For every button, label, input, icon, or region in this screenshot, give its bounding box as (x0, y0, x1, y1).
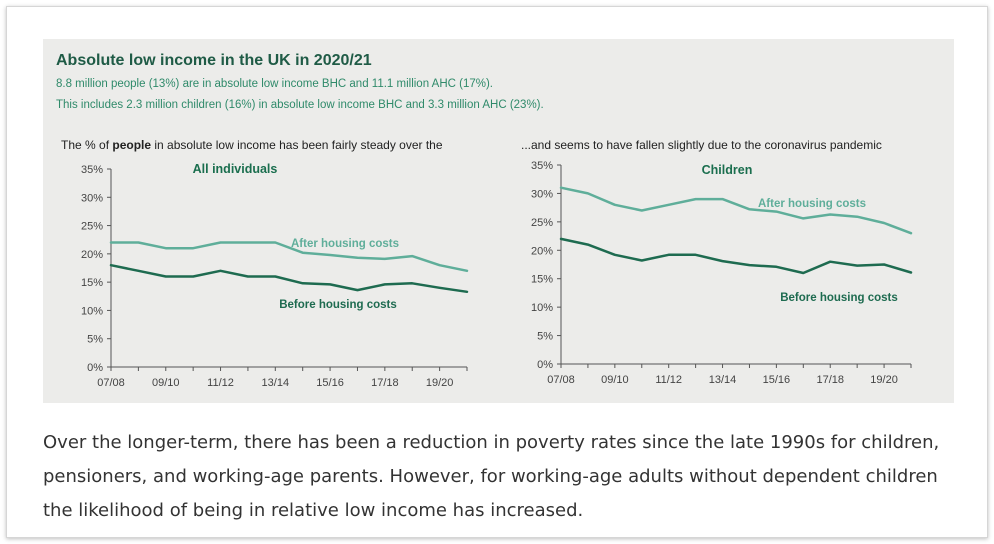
figure-subtitle-children: This includes 2.3 million children (16%)… (56, 99, 544, 111)
y-tick-label: 25% (531, 217, 553, 229)
y-tick-label: 0% (537, 359, 553, 371)
y-tick-label: 15% (531, 274, 553, 286)
x-tick-label: 07/08 (547, 374, 575, 386)
x-tick-label: 19/20 (426, 377, 454, 389)
children-bhc-label: Before housing costs (780, 292, 898, 304)
y-tick-label: 10% (81, 305, 103, 317)
all-individuals-ahc-line (109, 241, 469, 273)
all-individuals-ahc-label: After housing costs (291, 238, 399, 250)
children-bhc-line (559, 237, 913, 275)
y-tick-label: 0% (87, 362, 103, 374)
x-tick-label: 09/10 (152, 377, 180, 389)
y-tick-label: 35% (81, 164, 103, 176)
right-panel-caption: ...and seems to have fallen slightly due… (521, 138, 882, 152)
children-ahc-line (559, 186, 913, 235)
all-individuals-bhc-label: Before housing costs (279, 299, 397, 311)
x-tick-label: 11/12 (655, 374, 682, 386)
y-tick-label: 5% (537, 331, 553, 343)
all-individuals-bhc-line (109, 263, 469, 294)
x-tick-label: 13/14 (709, 374, 737, 386)
y-tick-label: 5% (87, 334, 103, 346)
x-tick-label: 15/16 (763, 374, 791, 386)
left-panel-caption: The % of people in absolute low income h… (61, 138, 501, 152)
children-chart-title: Children (702, 163, 753, 177)
x-tick-label: 17/18 (371, 377, 399, 389)
y-tick-label: 35% (531, 160, 553, 172)
x-tick-label: 09/10 (601, 374, 629, 386)
y-tick-label: 30% (81, 192, 103, 204)
x-tick-label: 07/08 (97, 377, 125, 389)
left-caption-bold: people (112, 138, 152, 152)
y-tick-label: 25% (81, 221, 103, 233)
left-caption-prefix: The % of (61, 138, 113, 152)
content-card: Absolute low income in the UK in 2020/21… (6, 6, 988, 538)
children-ahc-label: After housing costs (758, 198, 866, 210)
y-tick-label: 20% (81, 249, 103, 261)
all-individuals-chart-title: All individuals (193, 162, 278, 176)
figure-subtitle-people: 8.8 million people (13%) are in absolute… (56, 78, 493, 90)
all-individuals-chart: 0% 5% 10% 15% 20% 25% 30% 35% 07/08 09/10 11/12 13/… (81, 162, 469, 389)
y-tick-label: 20% (531, 245, 553, 257)
x-tick-label: 17/18 (816, 374, 844, 386)
figure-title: Absolute low income in the UK in 2020/21 (56, 52, 372, 69)
x-tick-label: 11/12 (207, 377, 234, 389)
y-tick-label: 10% (531, 302, 553, 314)
children-chart: 0% 5% 10% 15% 20% 25% 30% 35% 07/08 09/10 11/12 13/… (531, 160, 913, 386)
left-caption-suffix: in absolute low income has been fairly s… (151, 138, 443, 152)
x-tick-label: 15/16 (316, 377, 344, 389)
y-tick-label: 15% (81, 277, 103, 289)
figure-panel: Absolute low income in the UK in 2020/21… (43, 39, 954, 403)
x-tick-label: 19/20 (870, 374, 898, 386)
x-tick-label: 13/14 (262, 377, 290, 389)
body-paragraph: Over the longer-term, there has been a r… (43, 432, 940, 521)
y-tick-label: 30% (531, 188, 553, 200)
